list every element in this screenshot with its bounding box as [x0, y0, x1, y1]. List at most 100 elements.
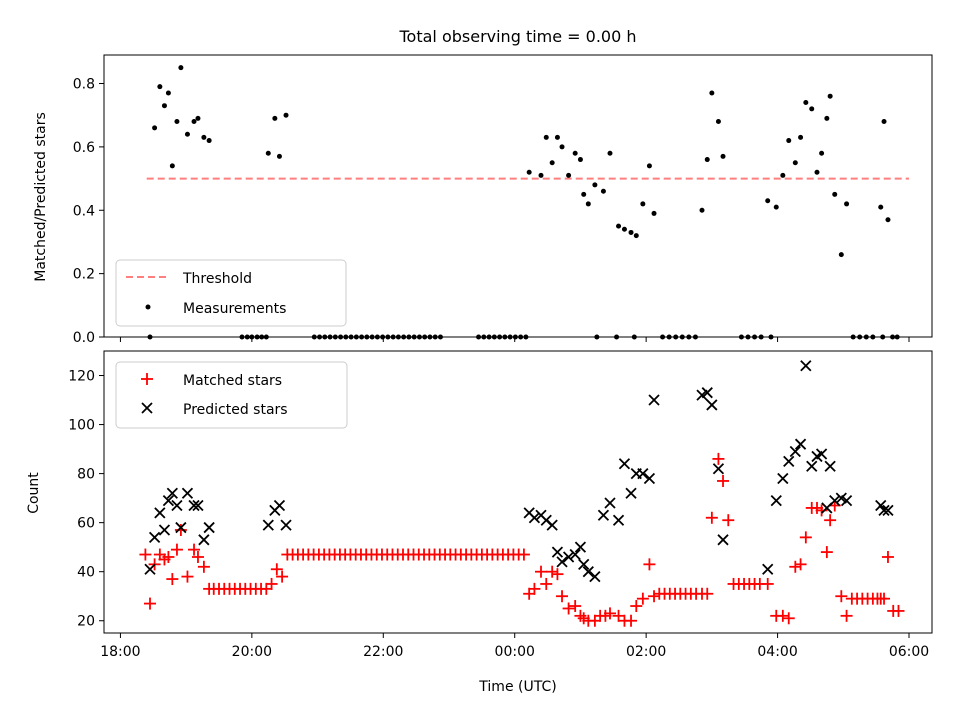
matched-star-point [789, 560, 802, 573]
matched-star-point [551, 568, 564, 581]
measurement-point [819, 150, 825, 156]
legend-predicted-label: Predicted stars [183, 402, 288, 418]
matched-star-point [528, 582, 541, 595]
top-y-tick-label: 0.0 [73, 330, 95, 346]
measurement-point [157, 84, 163, 90]
predicted-star-point [569, 548, 581, 561]
predicted-star-point [800, 360, 812, 372]
measurement-point [844, 201, 850, 207]
measurement-point [195, 115, 201, 121]
measurement-point [174, 119, 180, 125]
measurement-point [191, 119, 197, 125]
predicted-star-point [717, 534, 729, 546]
bottom-y-tick-label: 40 [77, 565, 95, 581]
measurement-point [566, 172, 572, 178]
x-tick-label: 00:00 [495, 644, 535, 660]
predicted-star-point [770, 494, 782, 507]
legend-measurements-label: Measurements [183, 301, 286, 317]
predicted-star-point [203, 521, 215, 534]
matched-star-point [636, 592, 649, 605]
matched-star-point [170, 543, 183, 556]
x-axis-label: Time (UTC) [478, 679, 556, 695]
matched-star-point [705, 511, 718, 524]
bottom-y-tick-label: 120 [68, 369, 95, 385]
measurement-point [581, 191, 587, 197]
predicted-star-point [262, 519, 274, 531]
predicted-star-point [701, 387, 713, 399]
measurement-point [585, 201, 591, 207]
measurement-point [792, 160, 798, 166]
measurement-point [881, 119, 887, 125]
measurement-point [651, 210, 657, 216]
measurement-point [798, 134, 804, 140]
predicted-star-point [528, 512, 541, 524]
measurement-point [878, 204, 884, 210]
top-y-tick-label: 0.2 [73, 267, 95, 283]
predicted-star-point [794, 438, 807, 450]
matched-star-point [162, 550, 175, 563]
top-axes-frame [103, 54, 933, 338]
x-tick-label: 06:00 [889, 644, 929, 660]
top-data-marks [146, 65, 909, 340]
matched-star-point [270, 563, 283, 576]
measurement-point [272, 115, 278, 121]
matched-star-point [799, 531, 812, 544]
measurement-point [827, 93, 833, 99]
legend-matched-label: Matched stars [183, 373, 282, 389]
ratio-panel: Total observing time = 0.00 h Matched/Pr… [33, 27, 933, 346]
top-y-tick-label: 0.6 [73, 140, 95, 156]
bottom-legend: Matched stars Predicted stars [115, 361, 348, 429]
measurement-point [600, 188, 606, 194]
predicted-star-point [604, 497, 616, 509]
matched-star-point [625, 614, 638, 627]
matched-star-point [881, 550, 894, 563]
matched-star-point [820, 546, 833, 559]
measurement-point [152, 125, 158, 131]
measurement-point [786, 138, 792, 144]
matched-star-point [139, 548, 152, 561]
bottom-x-ticks: 18:00 20:00 22:00 00:00 02:00 04:00 06:00 [100, 633, 929, 660]
bottom-y-tick-label: 20 [77, 614, 95, 630]
predicted-star-point [625, 487, 637, 499]
predicted-star-point [175, 521, 187, 534]
predicted-star-point [148, 531, 161, 544]
matched-star-point [782, 612, 795, 625]
legend-threshold-label: Threshold [182, 271, 252, 287]
legend-matched-swatch [141, 373, 153, 385]
matched-star-point [260, 582, 273, 595]
measurement-point [838, 252, 844, 258]
matched-star-point [835, 590, 848, 603]
predicted-star-point [574, 541, 587, 553]
measurement-point [161, 103, 167, 109]
matched-star-point [630, 600, 643, 613]
predicted-star-point [162, 494, 175, 507]
measurement-point [283, 112, 289, 118]
predicted-star-point [198, 534, 210, 546]
predicted-star-point [597, 509, 610, 521]
predicted-star-point [181, 487, 194, 499]
predicted-star-point [578, 558, 590, 570]
matched-star-point [776, 609, 789, 622]
predicted-star-point [171, 499, 183, 512]
predicted-star-point [712, 463, 725, 475]
measurement-point [809, 106, 815, 112]
predicted-star-point [188, 499, 200, 512]
matched-star-point [523, 587, 536, 600]
x-tick-label: 20:00 [232, 644, 272, 660]
matched-star-point [535, 565, 547, 578]
matched-star-point [588, 614, 601, 627]
x-tick-label: 04:00 [757, 644, 797, 660]
measurement-point [715, 119, 721, 125]
matched-star-point [265, 577, 278, 590]
matched-star-point [191, 550, 204, 563]
predicted-star-point [806, 460, 818, 472]
measurement-point [646, 163, 652, 169]
predicted-star-point [824, 460, 836, 472]
matched-star-point [604, 607, 616, 620]
x-tick-label: 02:00 [626, 644, 666, 660]
measurement-point [720, 153, 726, 159]
matched-star-point [174, 524, 187, 537]
predicted-star-point [551, 546, 564, 558]
predicted-star-point [589, 570, 601, 583]
